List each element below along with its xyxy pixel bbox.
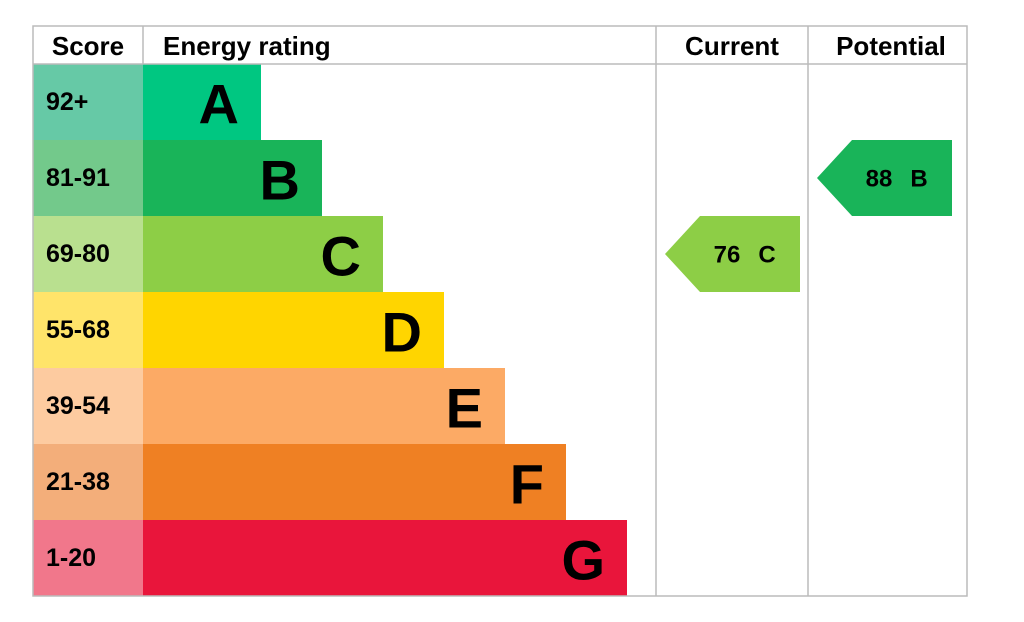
rating-bar	[143, 444, 566, 520]
header-rating: Energy rating	[163, 31, 331, 61]
score-cell	[33, 140, 143, 216]
rating-letter: D	[382, 301, 422, 364]
rating-letter: A	[199, 73, 239, 136]
current-value: 76	[714, 242, 741, 269]
rating-letter: C	[321, 225, 361, 288]
rating-letter: F	[510, 453, 544, 516]
score-label: 39-54	[46, 392, 110, 420]
rating-bar	[143, 368, 505, 444]
rating-bar	[143, 216, 383, 292]
rating-letter: G	[561, 529, 605, 592]
current-arrow	[665, 216, 800, 292]
rating-bar	[143, 292, 444, 368]
header-score: Score	[52, 31, 124, 61]
potential-value: 88	[866, 166, 893, 193]
score-cell	[33, 368, 143, 444]
potential-letter: B	[910, 166, 927, 193]
rating-bar	[143, 140, 322, 216]
score-cell	[33, 64, 143, 140]
score-label: 69-80	[46, 240, 110, 268]
rating-letter: E	[446, 377, 483, 440]
score-cell	[33, 520, 143, 596]
potential-arrow	[817, 140, 952, 216]
header-potential: Potential	[836, 31, 946, 61]
score-cell	[33, 292, 143, 368]
rows: 92+ A 81-91 B 69-80 C 55-68 D 39-54 E 21-38 F 1-20 G 7…	[33, 64, 952, 596]
rating-bar	[143, 520, 627, 596]
score-label: 55-68	[46, 316, 110, 344]
rating-letter: B	[260, 149, 300, 212]
score-cell	[33, 444, 143, 520]
score-label: 81-91	[46, 164, 110, 192]
score-label: 21-38	[46, 468, 110, 496]
score-cell	[33, 216, 143, 292]
score-label: 92+	[46, 88, 88, 116]
current-letter: C	[758, 242, 775, 269]
rating-bar	[143, 64, 261, 140]
header-current: Current	[685, 31, 779, 61]
score-label: 1-20	[46, 544, 96, 572]
table-lines	[32, 25, 968, 597]
